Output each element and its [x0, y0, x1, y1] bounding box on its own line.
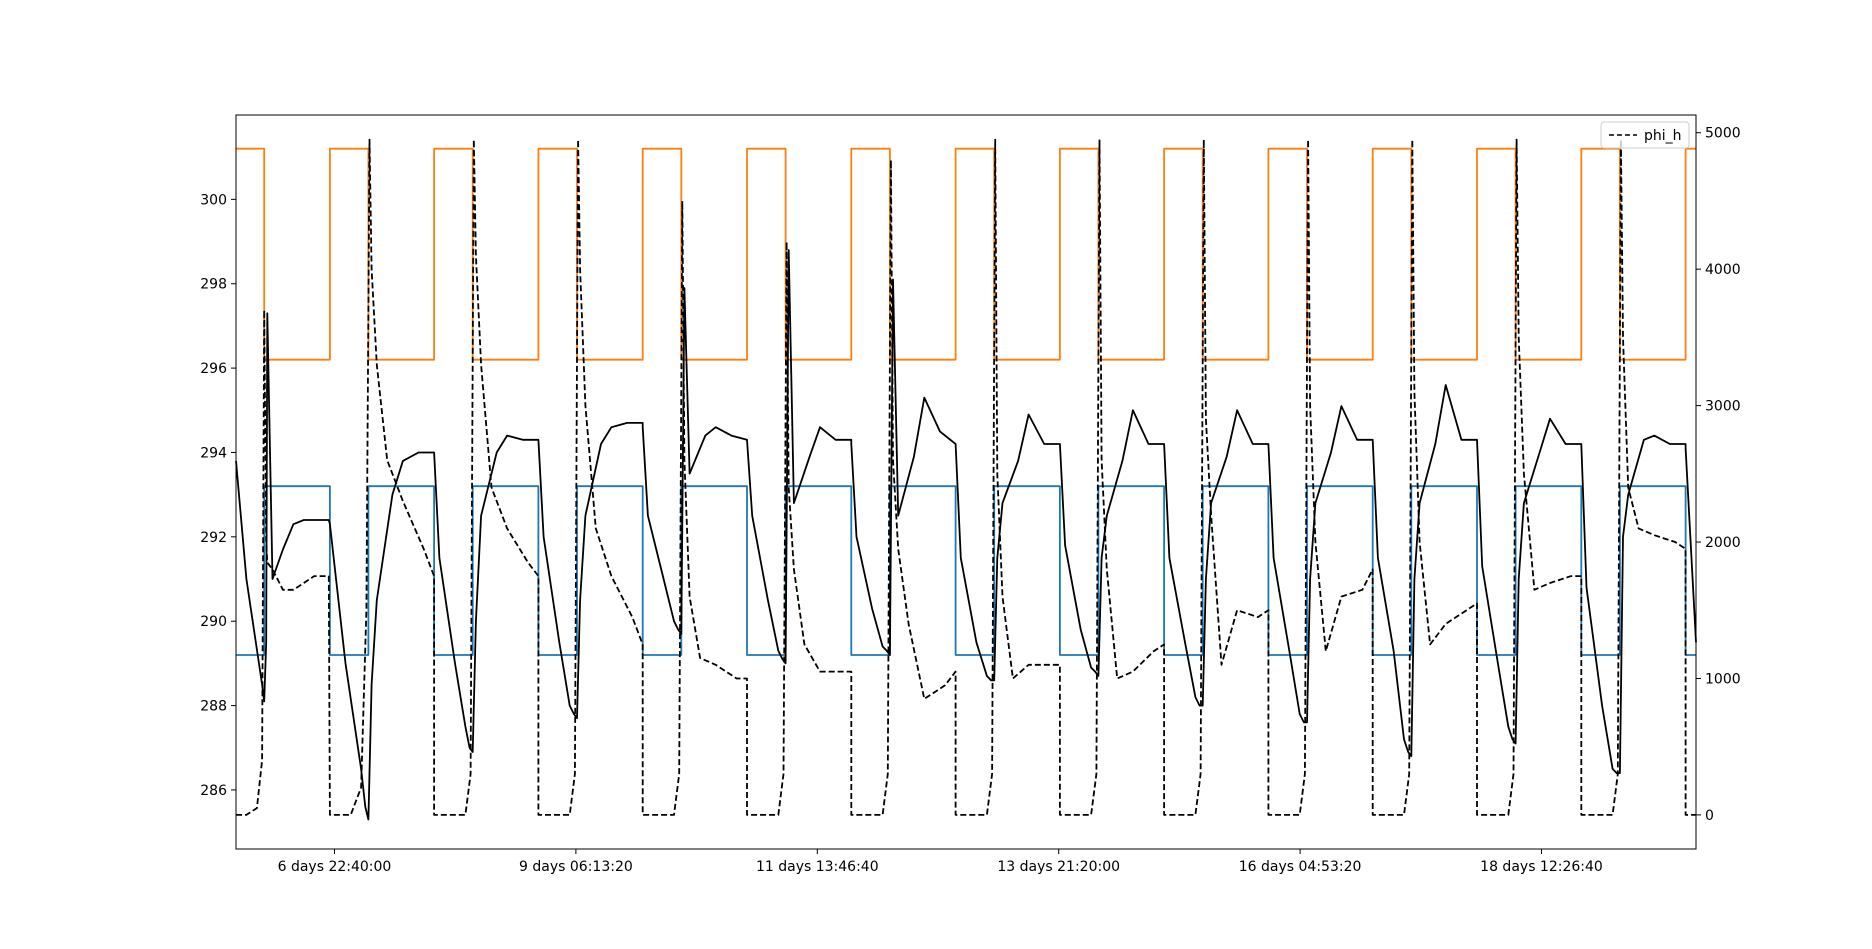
x-tick-label: 11 days 13:46:40 [756, 859, 879, 875]
legend-box [1600, 121, 1690, 149]
y-axis-left: 286 288 290 292 294 296 298 300 [200, 192, 236, 799]
series-line-1 [236, 485, 1696, 656]
series-line-3 [236, 138, 1696, 816]
plot-frame [235, 114, 1697, 850]
x-tick-label: 18 days 12:26:40 [1480, 859, 1603, 875]
y-axis-right: 0 1000 2000 3000 4000 5000 [1696, 126, 1741, 824]
y-left-tick-label: 300 [200, 192, 227, 208]
x-tick-label: 9 days 06:13:20 [519, 859, 633, 875]
y-right-tick-label: 4000 [1705, 262, 1741, 278]
series-layer [235, 138, 1697, 821]
x-tick-label: 13 days 21:20:00 [997, 859, 1120, 875]
y-right-tick-label: 3000 [1705, 399, 1741, 415]
y-right-tick-label: 0 [1705, 808, 1714, 824]
y-left-tick-label: 296 [200, 361, 227, 377]
y-left-tick-label: 294 [200, 445, 227, 461]
y-left-tick-label: 290 [200, 614, 227, 630]
legend-label-phi-h: phi_h [1644, 128, 1682, 144]
y-right-tick-label: 5000 [1705, 126, 1741, 142]
y-right-tick-label: 1000 [1705, 671, 1741, 687]
series-line-2 [235, 249, 1697, 821]
series-line-0 [236, 147, 1696, 361]
y-left-tick-label: 292 [200, 530, 227, 546]
x-axis: 6 days 22:40:00 9 days 06:13:20 11 days 13… [278, 849, 1603, 875]
x-tick-label: 6 days 22:40:00 [278, 859, 392, 875]
y-right-tick-label: 2000 [1705, 535, 1741, 551]
y-left-tick-label: 298 [200, 277, 227, 293]
y-left-tick-label: 286 [200, 783, 227, 799]
x-tick-label: 16 days 04:53:20 [1239, 859, 1362, 875]
legend: phi_h [1600, 121, 1690, 149]
y-left-tick-label: 288 [200, 699, 227, 715]
